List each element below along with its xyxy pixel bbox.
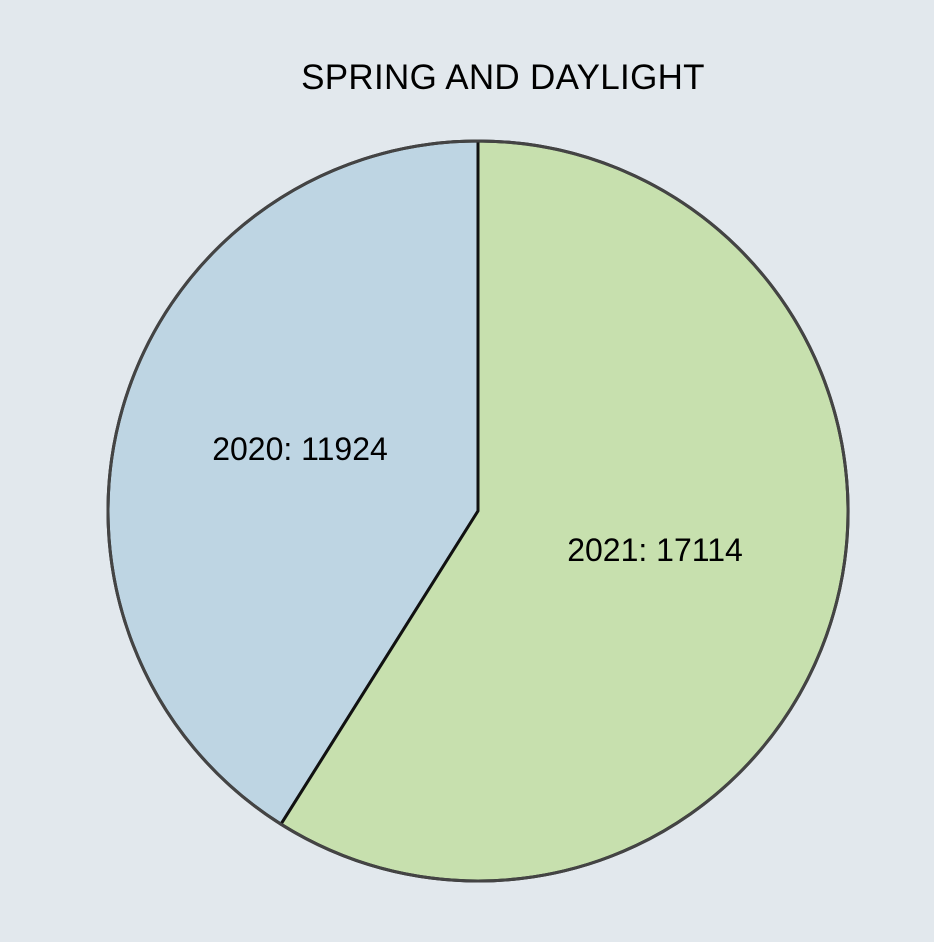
slice-label-2021: 2021: 17114 [567, 532, 743, 568]
chart-title: SPRING AND DAYLIGHT [301, 58, 705, 97]
slice-label-2020: 2020: 11924 [212, 431, 388, 467]
slice-labels: 2020: 11924 2021: 17114 [212, 431, 743, 568]
pie-outline [106, 139, 850, 883]
pie-slices [106, 139, 850, 883]
